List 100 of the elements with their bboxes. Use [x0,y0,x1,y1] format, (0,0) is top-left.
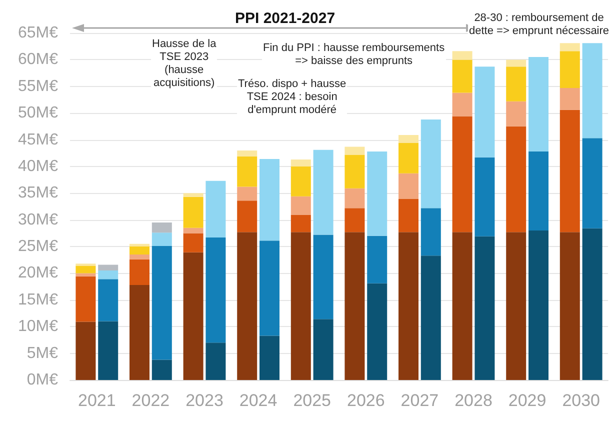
y-tick-label: 40M€ [18,158,58,175]
bar [98,279,118,322]
y-tick-label: 60M€ [18,51,58,68]
y-tick-label: 50M€ [18,104,58,122]
bar [560,88,580,110]
y-tick-label: 0M€ [26,372,58,388]
bar [528,152,548,231]
bar [98,270,118,280]
bar [420,208,441,256]
annotation: Hausse de la TSE 2023 (hausse acquisitions) [151,38,218,90]
bar [560,110,580,232]
annotation: 28-30 : remboursement de dette => emprunt nécessaire [468,12,610,38]
bar [313,150,334,235]
bar [560,51,580,88]
bar [506,232,526,380]
y-tick-label: 10M€ [18,318,58,336]
bar [183,233,204,252]
bar [152,360,172,380]
bar [528,57,548,152]
x-tick-label: 2024 [239,391,278,410]
bar [152,222,172,233]
y-tick-label: 5M€ [26,344,58,362]
y-tick-label: 65M€ [18,24,58,42]
bar [420,256,441,380]
bar [452,51,472,60]
bar [290,215,311,232]
bar [183,228,204,234]
bar [474,157,495,236]
bar [506,66,526,102]
chart-title: PPI 2021-2027 [234,10,336,27]
bar [452,232,472,380]
x-tick-label: 2029 [508,391,546,410]
bar [344,154,365,188]
bar [506,101,526,126]
bar [420,119,441,208]
bar [290,196,311,216]
bar [206,237,226,343]
annotation: Tréso. dispo + hausse TSE 2024 : besoin d'emprunt modéré [237,78,348,117]
bar [344,188,365,208]
y-tick-label: 55M€ [18,78,58,95]
x-tick-label: 2022 [132,391,170,410]
bar [344,146,365,155]
bar [528,230,548,380]
bar [130,246,150,255]
bar [452,116,472,232]
bar [152,246,172,360]
y-tick-label: 20M€ [18,264,58,282]
bar [344,232,365,380]
bar [506,60,526,67]
y-tick-label: 15M€ [18,291,58,308]
bar [474,66,495,158]
bar [206,180,226,238]
y-tick-label: 25M€ [18,238,58,256]
bar [237,232,258,380]
bar [560,232,580,380]
bar [560,43,580,52]
x-tick-label: 2026 [346,391,385,410]
x-tick-label: 2023 [186,391,224,410]
bar [76,266,96,274]
bar [183,193,204,197]
bar [183,196,204,228]
bar [76,273,96,276]
x-tick-label: 2021 [78,391,116,410]
bar [76,276,96,322]
annotation: Fin du PPI : hausse remboursements => baisse des emprunts [262,42,446,68]
bar [237,186,258,201]
bar [130,244,150,247]
bar [290,160,311,166]
bar [452,92,472,116]
bar [367,283,388,380]
bar [237,156,258,187]
bar [398,142,418,174]
bar [260,240,280,336]
bar [313,319,334,380]
y-tick-label: 35M€ [18,184,58,202]
bar [290,232,311,380]
bar [582,138,602,228]
bar [237,200,258,232]
x-tick-label: 2025 [293,391,332,410]
bar [452,60,472,93]
bar [290,166,311,196]
bar [206,342,226,380]
bar [152,232,172,246]
bar [398,134,418,143]
bar [367,152,388,236]
bar [367,236,388,284]
x-tick-label: 2030 [562,391,600,410]
bar [582,43,602,138]
bar [130,259,150,285]
bar [582,228,602,380]
bar [130,254,150,260]
bar [398,199,418,232]
x-tick-label: 2027 [400,391,439,410]
bar [98,321,118,380]
bar [260,336,280,380]
bar [260,158,280,241]
bar [474,236,495,380]
bar [398,232,418,380]
bar [506,126,526,232]
bar [130,284,150,380]
